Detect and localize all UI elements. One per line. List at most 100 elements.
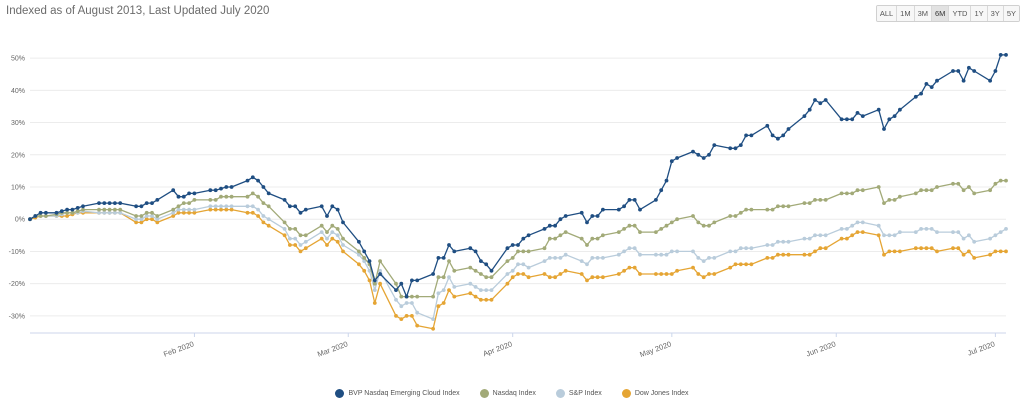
data-point-bvp [627, 198, 632, 202]
legend-item-bvp[interactable]: BVP Nasdaq Emerging Cloud Index [335, 389, 460, 398]
range-button-3y[interactable]: 3Y [987, 6, 1004, 21]
data-point-bvp [192, 191, 197, 196]
data-point-nasdaq [335, 227, 340, 231]
data-point-sp [372, 288, 377, 292]
data-point-nasdaq [929, 188, 934, 193]
data-point-dow [696, 272, 701, 276]
data-point-nasdaq [558, 233, 563, 238]
data-point-dow [807, 252, 812, 257]
data-point-dow [887, 249, 892, 254]
data-point-bvp [510, 243, 515, 247]
range-button-all[interactable]: ALL [876, 6, 898, 21]
data-point-dow [913, 246, 918, 251]
data-point-nasdaq [187, 201, 192, 206]
data-point-sp [97, 210, 101, 215]
data-point-dow [988, 252, 992, 257]
data-point-sp [855, 220, 860, 225]
series-line-bvp [29, 54, 1006, 298]
data-point-sp [807, 236, 812, 241]
data-point-bvp [134, 204, 139, 209]
data-point-nasdaq [654, 230, 658, 235]
data-point-dow [749, 262, 754, 267]
legend-item-dow[interactable]: Dow Jones Index [621, 389, 689, 398]
legend-item-sp[interactable]: S&P Index [555, 389, 602, 398]
data-point-nasdaq [319, 223, 324, 228]
data-point-sp [701, 259, 706, 263]
data-point-dow [367, 278, 372, 283]
data-point-nasdaq [155, 214, 160, 218]
data-point-bvp [744, 133, 748, 138]
data-point-sp [404, 301, 409, 305]
data-point-dow [256, 214, 260, 218]
data-point-bvp [410, 278, 414, 283]
data-point-nasdaq [887, 198, 892, 202]
legend-label-dow: Dow Jones Index [634, 390, 689, 397]
range-button-5y[interactable]: 5Y [1003, 6, 1019, 21]
data-point-dow [845, 236, 849, 241]
data-point-nasdaq [468, 265, 473, 270]
data-point-sp [744, 246, 748, 251]
data-point-nasdaq [664, 223, 669, 228]
data-point-dow [956, 246, 961, 251]
legend-swatch-dow [621, 389, 631, 398]
range-button-3m[interactable]: 3M [914, 6, 933, 21]
data-point-nasdaq [75, 209, 80, 214]
range-selector: ALL 1M 3M 6M YTD 1Y 3Y 5Y [875, 5, 1020, 22]
data-point-dow [924, 246, 929, 251]
data-point-sp [558, 256, 563, 260]
data-point-sp [988, 236, 992, 241]
data-point-sp [860, 220, 865, 225]
data-point-dow [579, 272, 584, 276]
data-point-bvp [765, 123, 770, 128]
range-button-1m[interactable]: 1M [897, 6, 915, 21]
data-point-sp [712, 256, 717, 260]
data-point-bvp [102, 201, 107, 206]
data-point-bvp [187, 191, 192, 196]
data-point-bvp [601, 207, 605, 212]
data-point-bvp [484, 262, 489, 267]
legend-item-nasdaq[interactable]: Nasdaq Index [479, 389, 536, 398]
data-point-sp [288, 236, 292, 241]
data-point-sp [436, 291, 441, 296]
data-point-sp [452, 285, 457, 289]
data-point-bvp [669, 159, 674, 164]
data-point-dow [187, 210, 192, 215]
data-point-sp [266, 217, 271, 222]
data-point-dow [415, 323, 420, 328]
data-point-dow [547, 275, 552, 280]
data-point-nasdaq [595, 236, 600, 241]
data-point-dow [882, 252, 886, 257]
data-point-bvp [208, 188, 213, 193]
data-point-nasdaq [208, 198, 213, 202]
data-point-sp [813, 233, 817, 238]
data-point-dow [192, 210, 197, 215]
data-point-nasdaq [372, 281, 377, 286]
data-point-dow [632, 265, 637, 270]
data-point-bvp [150, 201, 154, 206]
data-point-dow [892, 249, 897, 254]
data-point-sp [935, 230, 939, 235]
data-point-sp [441, 288, 446, 292]
data-point-sp [675, 249, 679, 254]
data-point-nasdaq [150, 210, 154, 215]
data-point-dow [585, 278, 589, 283]
range-button-6m[interactable]: 6M [932, 6, 950, 21]
data-point-dow [319, 236, 324, 241]
data-point-bvp [696, 152, 701, 157]
data-point-bvp [951, 69, 955, 73]
data-point-nasdaq [707, 223, 711, 228]
data-point-sp [632, 246, 637, 251]
data-point-bvp [988, 78, 992, 83]
data-point-dow [765, 256, 770, 260]
data-point-dow [526, 275, 531, 280]
data-point-nasdaq [898, 194, 902, 199]
data-point-bvp [59, 209, 64, 214]
range-button-ytd[interactable]: YTD [949, 6, 972, 21]
data-point-bvp [733, 146, 738, 151]
range-button-1y[interactable]: 1Y [971, 6, 988, 21]
data-point-bvp [919, 91, 923, 96]
data-point-dow [553, 275, 557, 280]
data-point-nasdaq [701, 223, 706, 228]
data-point-bvp [728, 146, 733, 151]
data-point-bvp [553, 223, 557, 228]
